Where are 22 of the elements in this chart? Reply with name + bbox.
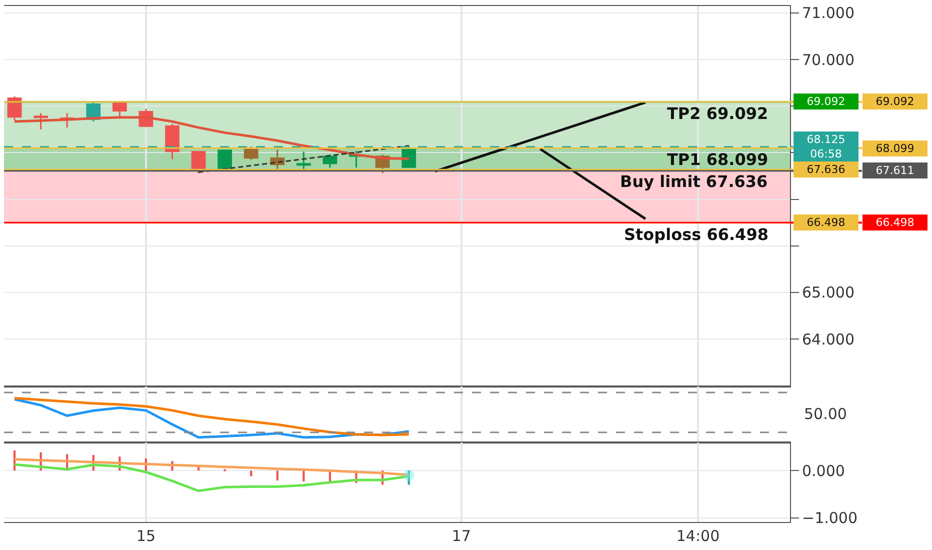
ref-line-label: 66.498 xyxy=(876,216,914,229)
y-tick-label: 70.000 xyxy=(802,50,854,69)
ref-line-label: 68.099 xyxy=(876,142,914,155)
y-tick-label: 64.000 xyxy=(802,330,854,348)
y-tick-label: 71.000 xyxy=(802,4,854,22)
y-tick-label: −1.000 xyxy=(802,509,858,528)
annotation: Buy limit 67.636 xyxy=(620,172,768,191)
ref-line-label: 67.636 xyxy=(806,163,846,176)
annotation: Stoploss 66.498 xyxy=(624,225,768,244)
ref-line-label: 69.092 xyxy=(876,95,914,108)
annotation: TP2 69.092 xyxy=(667,104,768,123)
x-tick-label: 15 xyxy=(136,527,156,545)
x-tick-label: 17 xyxy=(452,527,471,545)
y-tick-label: 65.000 xyxy=(802,284,854,302)
y-tick-label: 0.000 xyxy=(802,462,845,480)
ref-line-label: 69.092 xyxy=(806,95,846,108)
ref-line-label: 68.125 06:58 xyxy=(806,133,846,160)
text: 50.00 xyxy=(804,405,847,423)
ref-line-label: 67.611 xyxy=(876,164,914,177)
x-tick-label: 14:00 xyxy=(676,527,720,545)
ref-line-label: 66.498 xyxy=(806,216,846,229)
annotation: TP1 68.099 xyxy=(667,150,768,169)
